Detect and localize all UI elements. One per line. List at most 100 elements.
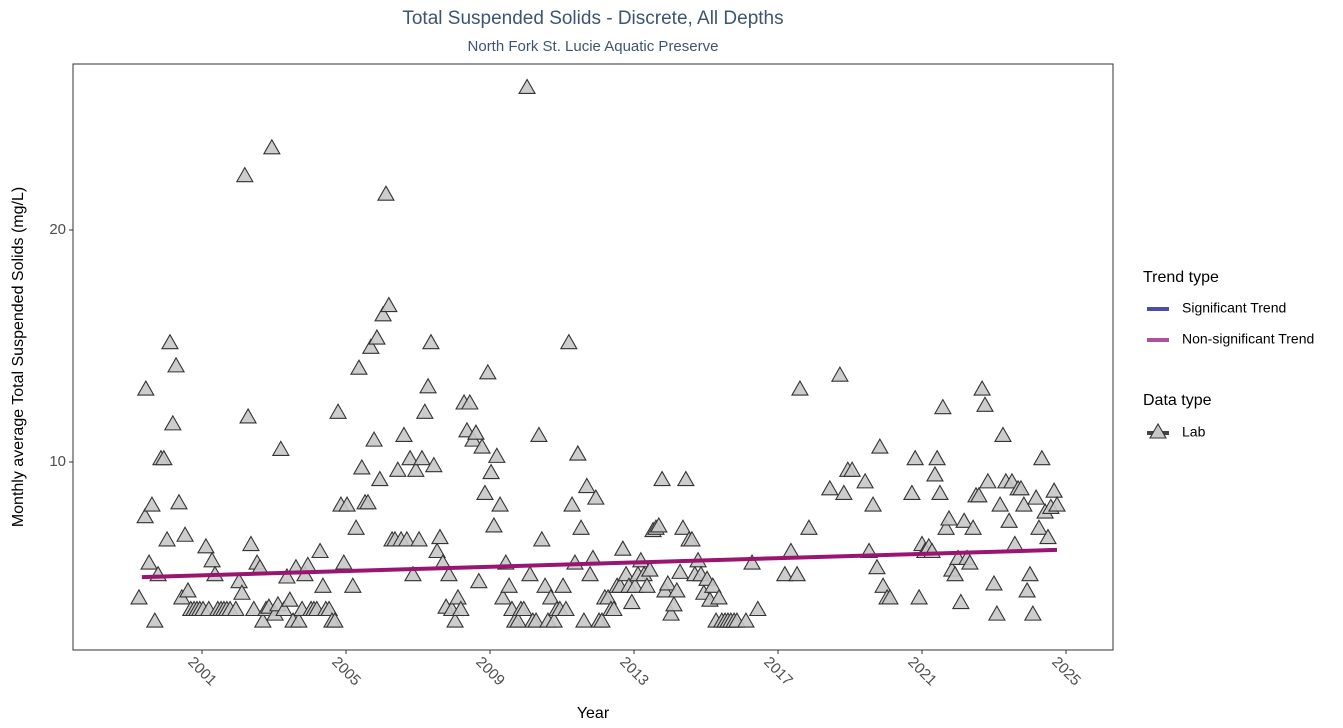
legend-label: Lab — [1182, 424, 1206, 440]
x-axis-label: Year — [577, 705, 610, 722]
data-point — [361, 338, 380, 354]
data-point — [275, 600, 294, 617]
data-point — [662, 605, 681, 621]
data-point — [529, 426, 548, 443]
data-point — [154, 449, 173, 466]
data-point — [394, 426, 413, 443]
data-point — [902, 484, 921, 501]
data-point — [280, 591, 299, 607]
data-point — [469, 572, 488, 589]
data-point — [163, 414, 182, 431]
data-point — [682, 530, 701, 547]
data-point — [509, 611, 528, 628]
data-point — [403, 565, 422, 582]
data-point — [586, 489, 605, 505]
data-point — [203, 551, 222, 568]
data-point — [568, 444, 587, 461]
data-point — [482, 463, 501, 480]
data-point — [401, 449, 420, 466]
data-point — [430, 528, 449, 545]
data-point — [870, 437, 889, 454]
data-point — [347, 519, 366, 535]
data-point — [864, 495, 882, 512]
data-point — [412, 449, 431, 466]
data-point — [649, 516, 668, 533]
data-point — [545, 611, 564, 628]
data-point — [460, 393, 479, 410]
data-point — [874, 577, 893, 593]
data-point — [790, 379, 809, 396]
legend-label: Non-significant Trend — [1182, 331, 1314, 347]
data-point — [491, 495, 510, 512]
data-point — [176, 526, 195, 542]
data-point — [788, 565, 807, 582]
data-point — [599, 588, 618, 605]
data-point — [1045, 482, 1064, 498]
data-point — [421, 333, 440, 350]
data-point — [130, 588, 148, 605]
data-point — [239, 407, 258, 424]
data-point — [374, 305, 393, 322]
x-tick-label: 2017 — [760, 654, 796, 690]
data-point — [775, 565, 794, 582]
data-point — [978, 472, 997, 489]
data-point — [541, 588, 560, 605]
data-point — [906, 449, 925, 466]
panel-border — [72, 63, 1114, 651]
x-tick-label: 2005 — [328, 654, 364, 690]
data-point — [271, 440, 290, 456]
data-point — [473, 437, 492, 454]
x-tick-label: 2009 — [472, 654, 508, 690]
data-point — [843, 461, 862, 477]
data-point — [367, 328, 386, 345]
x-tick-label: 2013 — [616, 654, 652, 690]
trend-line — [141, 547, 1058, 580]
data-point — [673, 519, 692, 535]
data-point — [500, 577, 519, 593]
data-point — [298, 556, 317, 572]
legend-key — [1149, 422, 1167, 439]
data-point — [325, 611, 344, 628]
data-point — [931, 484, 949, 501]
data-point — [592, 611, 611, 628]
data-point — [226, 600, 245, 617]
x-tick-label: 2025 — [1048, 654, 1084, 690]
data-point — [244, 600, 263, 617]
data-point — [933, 398, 952, 415]
data-point — [376, 185, 395, 201]
data-point — [313, 577, 332, 593]
data-point — [820, 479, 839, 496]
data-point — [179, 581, 197, 598]
data-point — [140, 553, 159, 570]
data-point — [577, 477, 596, 494]
data-point — [1023, 605, 1042, 621]
data-point — [743, 553, 762, 570]
data-point — [277, 567, 296, 584]
data-point — [613, 540, 632, 556]
data-point — [478, 363, 497, 380]
data-point — [781, 542, 800, 559]
data-point — [410, 530, 429, 547]
data-point — [653, 470, 672, 487]
data-point — [937, 519, 956, 535]
data-point — [352, 458, 371, 475]
data-point — [1032, 449, 1051, 466]
data-point — [880, 588, 899, 605]
data-point — [475, 484, 494, 501]
data-point — [358, 493, 377, 510]
data-point — [976, 396, 994, 412]
data-point — [532, 530, 551, 547]
chart-title: Total Suspended Solids - Discrete, All D… — [402, 8, 783, 29]
data-point — [365, 431, 384, 447]
data-point — [397, 530, 416, 547]
data-point — [349, 359, 368, 375]
data-point — [439, 565, 458, 582]
data-point — [262, 138, 281, 155]
data-point — [415, 403, 434, 419]
data-point — [991, 495, 1010, 512]
data-point — [667, 581, 686, 598]
data-point — [493, 588, 512, 605]
data-point — [379, 296, 398, 313]
data-point — [973, 379, 992, 396]
